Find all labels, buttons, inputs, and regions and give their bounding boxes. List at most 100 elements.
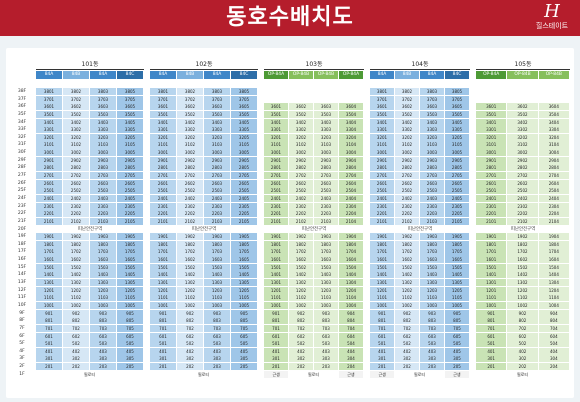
unit-cell: 2502 [63,187,89,195]
floor-row: 2501 2502 2503 2505 [370,187,470,195]
unit-cell: 403 [420,347,444,355]
unit-cell: 2705 [117,172,143,180]
unit-cell: 1105 [117,294,143,302]
unit-cell: 2503 [420,187,444,195]
floor-row: 2301 2302 2303 2305 [36,202,144,211]
unit-cell: 3404 [339,118,363,126]
unit-cell: 2805 [231,164,257,172]
unit-cell: 2805 [445,164,469,172]
floor-label: 33F [17,127,27,133]
unit-cell: 1703 [204,248,230,256]
unit-cell: 2703 [420,172,444,180]
unit-cell: 3603 [90,103,116,111]
unit-cell: 3401 [36,118,62,126]
unit-cell: 503 [90,340,116,348]
floor-row: 3201 3202 3204 [476,133,570,142]
floor-row: 801 802 803 804 [264,317,364,325]
unit-cell: 702 [395,324,419,332]
unit-cell: 403 [204,347,230,355]
unit-cell: 1803 [420,240,444,248]
unit-cell: 3803 [90,88,116,96]
unit-grid: 3601 3602 3603 3604 3501 3502 3503 3504 3401 3402… [264,88,364,378]
unit-cell: 1103 [420,294,444,302]
unit-cell: 2804 [538,164,569,172]
unit-cell: 1802 [63,240,89,248]
building-105동: 105동 OP-84A OP-84B OP-84B 3601 3602 3604 3501 35… [476,60,570,377]
floor-label: 12F [17,287,27,293]
building-name: 105동 [476,60,570,70]
floor-row: 601 602 603 605 [150,332,258,341]
unit-cell: 3003 [314,149,338,157]
unit-cell: 3504 [339,110,363,118]
floor-row: 1801 1802 1804 [476,240,570,249]
floor-row: 401 402 403 405 [150,347,258,356]
unit-cell: 3501 [36,110,62,118]
unit-cell: 601 [370,332,394,340]
floor-row: 801 802 804 [476,317,570,325]
floor-row: 3401 3402 3403 3405 [150,118,258,127]
floor-row: 3401 3402 3403 3405 [36,118,144,127]
floor-row: 1101 1102 1104 [476,294,570,302]
unit-cell: 401 [264,347,288,355]
unit-cell: 1501 [370,263,394,271]
floor-row: 3101 3102 3103 3105 [370,141,470,149]
unit-cell: 702 [507,324,538,332]
unit-cell: 2603 [204,179,230,187]
unit-cell: 501 [476,340,507,348]
floor-row: 901 902 903 905 [150,309,258,318]
unit-type-row: OP-84A OP-84B OP-84B [476,71,570,79]
unit-cell: 3505 [445,110,469,118]
floor-label: 13F [17,280,27,286]
unit-cell: 2601 [36,179,62,187]
unit-cell: 2702 [63,172,89,180]
floor-row: 2401 2402 2403 2405 [370,194,470,203]
unit-cell: 603 [314,332,338,340]
unit-cell: 3605 [117,103,143,111]
unit-cell: 2704 [538,172,569,180]
refuge-floor-label: 피난안전구역 [407,226,433,232]
floor-row: 1001 1002 1004 [476,301,570,310]
unit-cell: 1703 [420,248,444,256]
unit-cell: 1103 [90,294,116,302]
unit-cell: 3104 [538,141,569,149]
unit-cell: 902 [289,309,313,317]
unit-cell: 2304 [339,202,363,210]
unit-cell: 705 [117,324,143,332]
floor-label: 15F [17,264,27,270]
floor-row: 201 202 203 205 [150,363,258,371]
unit-cell: 3103 [204,141,230,149]
floor-row: 2401 2402 2403 2405 [36,194,144,203]
unit-cell: 3101 [476,141,507,149]
unit-cell: 1805 [445,240,469,248]
empty-cell [339,88,363,95]
floor-label: 29F [17,157,27,163]
floor-row: 1101 1102 1103 1105 [370,294,470,302]
unit-cell: 2605 [117,179,143,187]
unit-cell: 2502 [177,187,203,195]
unit-grid: 3601 3602 3604 3501 3502 3504 3401 3402 3404 3301… [476,88,570,378]
unit-cell: 3501 [264,110,288,118]
unit-cell: 2305 [231,202,257,210]
unit-cell: 701 [264,324,288,332]
unit-cell: 601 [36,332,62,340]
unit-cell: 2302 [63,202,89,210]
unit-cell: 405 [445,347,469,355]
unit-cell: 1305 [117,279,143,287]
unit-cell: 2705 [445,172,469,180]
unit-cell: 1402 [289,271,313,279]
unit-cell: 501 [36,340,62,348]
unit-cell: 3405 [231,118,257,126]
unit-cell: 901 [36,309,62,317]
unit-cell: 1901 [476,233,507,241]
unit-cell: 902 [507,309,538,317]
unit-cell: 2201 [264,210,288,218]
unit-cell: 401 [476,347,507,355]
unit-cell: 1403 [204,271,230,279]
refuge-floor-label: 피난안전구역 [191,226,217,232]
floor-row: 2101 2102 2103 2105 [370,217,470,226]
unit-cell: 505 [117,340,143,348]
unit-cell: 1005 [231,301,257,309]
unit-cell: 2102 [177,217,203,225]
unit-cell: 3204 [538,133,569,141]
unit-cell: 2802 [395,164,419,172]
